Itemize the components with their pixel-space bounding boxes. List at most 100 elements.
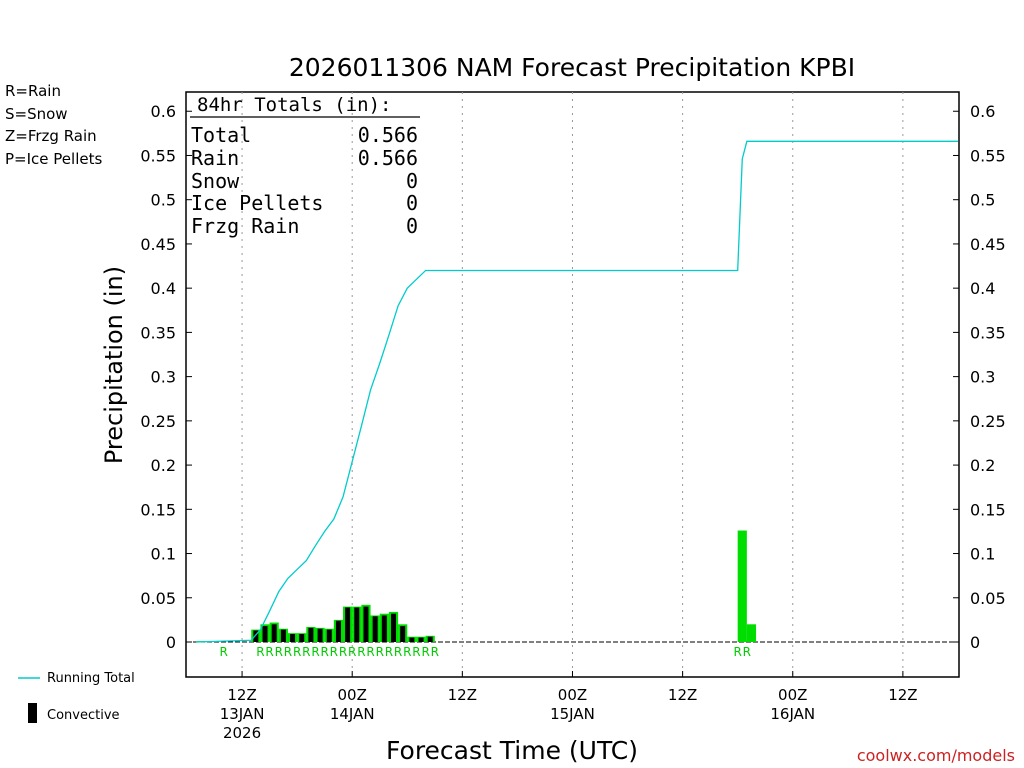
convective-bar — [308, 627, 314, 642]
y-tick-label: 0.05 — [140, 589, 176, 608]
y-tick-label: 0.45 — [140, 235, 176, 254]
legend-snow: S=Snow — [5, 105, 68, 123]
y-tick-label-right: 0.1 — [970, 545, 995, 564]
y-tick-label-right: 0.15 — [970, 500, 1006, 519]
y-tick-label-right: 0.4 — [970, 279, 995, 298]
legend-ice-pellets: P=Ice Pellets — [5, 150, 102, 168]
y-tick-label: 0.15 — [140, 500, 176, 519]
x-tick-label: 00Z — [778, 686, 807, 704]
rain-bar — [746, 624, 757, 642]
ptype-marker: R — [284, 645, 292, 659]
y-tick-label-right: 0.35 — [970, 323, 1006, 342]
ptype-marker: R — [734, 645, 742, 659]
totals-label-snow: Snow — [191, 169, 240, 193]
ptype-marker: R — [220, 645, 228, 659]
totals-label-ice-pellets: Ice Pellets — [191, 191, 323, 215]
y-tick-label-right: 0.6 — [970, 102, 995, 121]
y-tick-label: 0.25 — [140, 412, 176, 431]
legend-rain: R=Rain — [5, 82, 61, 100]
ptype-marker: R — [330, 645, 338, 659]
y-tick-label: 0.1 — [151, 545, 176, 564]
ptype-marker: R — [302, 645, 310, 659]
totals-value-ice-pellets: 0 — [406, 191, 418, 215]
ptype-marker: R — [348, 645, 356, 659]
x-tick-label: 00Z — [558, 686, 587, 704]
ptype-marker: R — [256, 645, 264, 659]
y-tick-label-right: 0.55 — [970, 146, 1006, 165]
y-tick-label: 0.35 — [140, 323, 176, 342]
x-tick-label: 14JAN — [330, 705, 375, 723]
ptype-marker: R — [293, 645, 301, 659]
ptype-marker: R — [376, 645, 384, 659]
x-tick-label: 12Z — [227, 686, 256, 704]
convective-bar — [280, 629, 286, 642]
gridlines — [241, 92, 904, 677]
totals-value-frzg-rain: 0 — [406, 214, 418, 238]
convective-bar — [372, 616, 378, 642]
totals-title: 84hr Totals (in): — [197, 94, 391, 116]
rain-bar — [737, 530, 747, 642]
ptype-marker: R — [431, 645, 439, 659]
totals-value-rain: 0.566 — [358, 146, 418, 170]
convective-bar — [345, 607, 351, 642]
convective-bar — [290, 634, 296, 642]
convective-bar — [427, 636, 433, 642]
totals-label-rain: Rain — [191, 146, 239, 170]
totals-box: 84hr Totals (in): Total 0.566 Rain 0.566… — [190, 94, 420, 238]
y-axis-label: Precipitation (in) — [100, 266, 128, 464]
x-tick-label: 16JAN — [770, 705, 815, 723]
ptype-marker: R — [357, 645, 365, 659]
y-tick-label-right: 0.05 — [970, 589, 1006, 608]
convective-bar — [418, 637, 424, 642]
x-tick-label: 12Z — [888, 686, 917, 704]
ptype-marker: R — [320, 645, 328, 659]
legend-convective: Convective — [47, 708, 120, 723]
convective-bar — [409, 637, 415, 642]
totals-label-total: Total — [191, 123, 251, 147]
convective-bar — [317, 628, 323, 642]
x-tick-label: 15JAN — [550, 705, 595, 723]
totals-label-frzg-rain: Frzg Rain — [191, 214, 299, 238]
ptype-marker: R — [366, 645, 374, 659]
legend-frzg-rain: Z=Frzg Rain — [5, 127, 97, 145]
convective-bar — [400, 626, 406, 642]
ptype-marker: R — [311, 645, 319, 659]
ptype-marker: R — [403, 645, 411, 659]
y-tick-label: 0.55 — [140, 146, 176, 165]
running-total-polyline — [196, 140, 958, 643]
bar-icon — [28, 703, 37, 723]
ptype-marker: R — [743, 645, 751, 659]
y-tick-label: 0.5 — [151, 191, 176, 210]
ptype-marker: R — [412, 645, 420, 659]
ptype-marker: R — [265, 645, 273, 659]
y-tick-label-right: 0.45 — [970, 235, 1006, 254]
convective-bar — [253, 630, 259, 642]
chart-title: 2026011306 NAM Forecast Precipitation KP… — [289, 53, 855, 82]
x-tick-label: 00Z — [338, 686, 367, 704]
x-tick-label: 12Z — [668, 686, 697, 704]
x-tick-label: 12Z — [448, 686, 477, 704]
ptype-marker: R — [385, 645, 393, 659]
y-tick-label: 0.6 — [151, 102, 176, 121]
convective-bar — [391, 613, 397, 642]
convective-bar — [299, 634, 305, 642]
convective-bar — [262, 626, 268, 642]
convective-bar — [271, 624, 277, 642]
convective-bar — [335, 620, 341, 642]
ptype-marker: R — [339, 645, 347, 659]
x-axis-label: Forecast Time (UTC) — [386, 736, 638, 765]
y-tick-label: 0.3 — [151, 368, 176, 387]
y-tick-label-right: 0.5 — [970, 191, 995, 210]
convective-bar — [326, 629, 332, 642]
ptype-marker: R — [394, 645, 402, 659]
x-tick-label: 2026 — [223, 724, 261, 742]
y-tick-label: 0.2 — [151, 456, 176, 475]
y-tick-label-right: 0.2 — [970, 456, 995, 475]
running-total-line — [196, 140, 958, 643]
y-tick-label-right: 0.25 — [970, 412, 1006, 431]
convective-bar — [381, 615, 387, 642]
y-tick-label: 0 — [166, 633, 176, 652]
